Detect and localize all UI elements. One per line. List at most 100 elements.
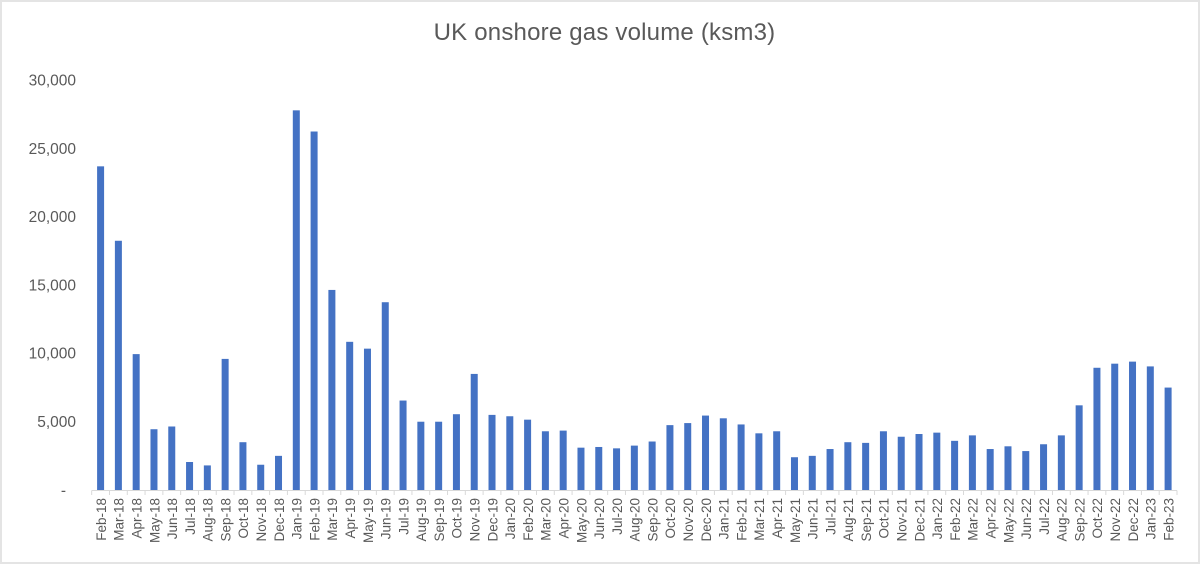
x-axis-label: May-21 (788, 498, 803, 543)
x-axis-label: Jun-19 (379, 498, 394, 539)
bar-jan-20 (506, 416, 514, 490)
bar-apr-20 (559, 430, 567, 490)
bar-jul-18 (186, 462, 194, 490)
x-axis-label: Jul-22 (1037, 498, 1052, 535)
y-axis-label: 20,000 (29, 209, 77, 226)
x-axis-label: May-22 (1001, 498, 1016, 543)
x-axis-label: Apr-18 (129, 498, 144, 539)
x-axis-label: Aug-18 (201, 498, 216, 542)
x-axis-label: Feb-22 (948, 498, 963, 541)
x-axis-label: Jan-20 (503, 498, 518, 539)
bar-aug-20 (630, 445, 638, 490)
x-axis-label: Feb-21 (734, 498, 749, 541)
x-axis-label: Aug-20 (628, 498, 643, 542)
bar-feb-19 (310, 131, 318, 490)
bar-mar-18 (114, 240, 122, 490)
x-axis-label: Jun-18 (165, 498, 180, 539)
x-axis-label: May-19 (361, 498, 376, 543)
bar-may-22 (1004, 446, 1012, 490)
x-axis-label: Jan-22 (930, 498, 945, 539)
x-axis-label: Aug-22 (1055, 498, 1070, 542)
bar-feb-22 (951, 440, 959, 490)
bar-aug-19 (417, 421, 425, 490)
x-axis-label: Mar-20 (539, 498, 554, 541)
x-axis-label: Feb-20 (521, 498, 536, 541)
bar-apr-22 (986, 449, 994, 490)
bar-may-19 (363, 348, 371, 490)
x-axis-label: Sep-20 (645, 498, 660, 542)
y-axis-label: 30,000 (29, 73, 77, 90)
x-axis-label: Jun-21 (806, 498, 821, 539)
bar-nov-22 (1111, 363, 1119, 490)
bar-dec-19 (488, 414, 496, 490)
y-axis-label: 15,000 (29, 277, 77, 294)
x-axis-label: Nov-21 (895, 498, 910, 542)
bar-dec-18 (275, 455, 283, 490)
bar-jul-19 (399, 400, 407, 490)
x-axis-label: Sep-22 (1072, 498, 1087, 542)
x-axis-label: Dec-18 (272, 498, 287, 542)
bar-jan-21 (719, 418, 727, 490)
bar-jul-21 (826, 449, 834, 490)
x-axis-label: Dec-19 (485, 498, 500, 542)
x-axis-label: Sep-19 (432, 498, 447, 542)
bar-oct-19 (452, 414, 460, 490)
bar-mar-22 (968, 435, 976, 490)
bar-mar-19 (328, 289, 336, 490)
x-axis-label: Nov-18 (254, 498, 269, 542)
bar-oct-18 (239, 442, 247, 490)
x-axis-label: Jul-20 (610, 498, 625, 535)
x-axis-label: Mar-18 (112, 498, 127, 541)
bar-feb-21 (737, 424, 745, 490)
bar-jun-20 (595, 446, 603, 490)
x-axis-label: Nov-19 (468, 498, 483, 542)
x-axis-label: Oct-21 (877, 498, 892, 539)
bar-nov-18 (257, 464, 265, 490)
bar-jun-21 (808, 455, 816, 490)
x-axis-label: Sep-18 (218, 498, 233, 542)
bar-jun-18 (168, 426, 176, 490)
y-axis-label: 25,000 (29, 141, 77, 158)
bar-jul-22 (1040, 444, 1048, 490)
x-axis-label: Jan-23 (1144, 498, 1159, 539)
bar-nov-21 (897, 436, 905, 490)
x-axis-label: Nov-22 (1108, 498, 1123, 542)
bar-oct-21 (879, 431, 887, 490)
bar-jan-22 (933, 432, 941, 490)
x-axis-label: Jun-22 (1019, 498, 1034, 539)
x-axis-label: Dec-20 (699, 498, 714, 542)
y-axis-label: 10,000 (29, 346, 77, 363)
x-axis-label: Jan-19 (290, 498, 305, 539)
x-axis-label: Jul-18 (183, 498, 198, 535)
bar-nov-20 (684, 423, 692, 490)
bar-feb-23 (1164, 387, 1172, 490)
bar-nov-19 (470, 373, 478, 490)
bar-may-20 (577, 447, 585, 490)
x-axis-label: Dec-21 (912, 498, 927, 542)
x-axis-label: Aug-19 (414, 498, 429, 542)
x-axis-label: Oct-20 (663, 498, 678, 539)
bar-sep-22 (1075, 405, 1083, 490)
bar-sep-19 (435, 421, 443, 490)
x-axis-label: May-18 (147, 498, 162, 543)
x-axis-label: Dec-22 (1126, 498, 1141, 542)
bar-aug-21 (844, 442, 852, 490)
bar-mar-21 (755, 433, 763, 490)
x-axis-label: Feb-23 (1161, 498, 1176, 541)
bar-dec-21 (915, 434, 923, 490)
bar-mar-20 (541, 431, 549, 490)
y-axis-label: - (61, 482, 66, 499)
bar-sep-21 (862, 442, 870, 490)
y-axis-label: 5,000 (37, 414, 76, 431)
bar-apr-21 (773, 431, 781, 490)
x-axis-label: Apr-22 (983, 498, 998, 539)
x-axis-label: Apr-19 (343, 498, 358, 539)
bar-dec-20 (702, 415, 710, 490)
x-axis-label: Mar-21 (752, 498, 767, 541)
x-axis-label: Oct-18 (236, 498, 251, 539)
bar-aug-22 (1057, 435, 1065, 490)
bar-may-21 (790, 457, 798, 490)
x-axis-label: Feb-18 (94, 498, 109, 541)
bar-apr-19 (346, 341, 354, 490)
